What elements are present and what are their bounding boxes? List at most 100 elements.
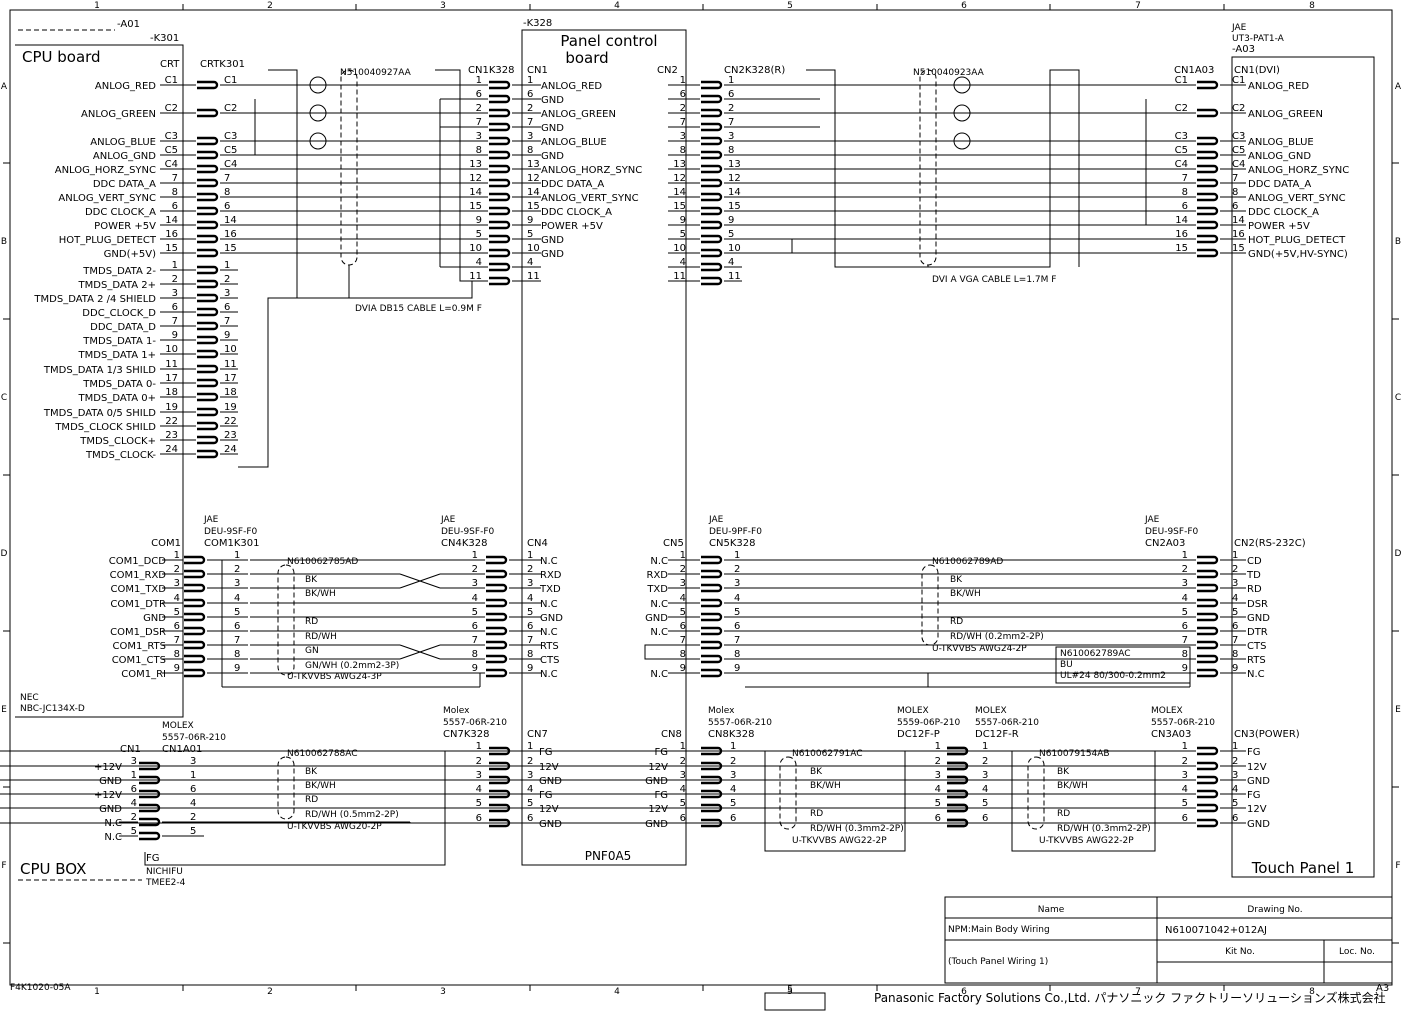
signal-name: CTS [1247,641,1266,652]
pin-number: 7 [527,117,533,128]
signal-name: DDC CLOCK_A [85,207,156,218]
plug [701,598,723,608]
pin-number: 11 [165,359,178,370]
pin-number: 6 [224,302,230,313]
fg-wire [1011,751,1156,852]
pin-number: 4 [190,798,196,809]
maker: JAE [1231,23,1247,33]
bus [806,69,1080,268]
column-label: 7 [1135,1,1141,11]
pin-number: 10 [469,243,482,254]
pin-number: 22 [224,416,237,427]
pin-number: 4 [1232,784,1238,795]
signal-name: DDC DATA_A [1248,179,1311,190]
pin-number: 6 [172,201,178,212]
pin-number: 13 [527,159,540,170]
pin-number: 5 [234,607,240,618]
board-title: Panel control [560,32,657,50]
plug [197,421,219,431]
pin-number: 4 [131,798,137,809]
signal-name: FG [1247,747,1261,758]
header: Loc. No. [1339,947,1375,957]
signal-name: GND [1247,819,1270,830]
wire-color: BU [1060,660,1073,670]
plug [197,192,219,202]
shield [277,756,295,820]
connector-header: CRTK301 [200,59,245,70]
pin-number: 5 [982,798,988,809]
connector-header: CN4 [527,538,548,549]
plug [701,220,723,230]
plug [197,364,219,374]
pin-number: 1 [1232,741,1238,752]
plug [1197,654,1219,664]
signal-name: ANLOG_GND [93,151,156,162]
plug [701,612,723,622]
model: 5557-06R-210 [708,718,772,728]
signal-name: N.C [650,599,668,610]
plug [1197,668,1219,678]
pin-number: C3 [224,131,237,142]
pin-number: 6 [472,621,478,632]
pin-number: 10 [224,344,237,355]
pin-number: 1 [476,741,482,752]
drawing-number: N610071042+012AJ [1165,925,1267,936]
pin-number: 6 [1232,201,1238,212]
pin-number: 3 [224,288,230,299]
lug: TMEE2-4 [145,878,186,888]
pin-number: 2 [527,564,533,575]
pin-number: 15 [1175,243,1188,254]
pin-number: 3 [472,578,478,589]
pin-number: C4 [1232,159,1245,170]
bus [435,69,472,282]
wire-color: RD [950,617,963,627]
pin-number: 2 [224,274,230,285]
connector-header: CN1(DVI) [1234,65,1280,76]
pin-number: 24 [165,444,178,455]
signal-name: FG [539,790,553,801]
signal-name: COM1_DCD [109,556,167,567]
maker: MOLEX [897,706,929,716]
pin-number: 4 [734,593,740,604]
signal-name: ANLOG_HORZ_SYNC [1248,165,1349,176]
pin-number: 10 [673,243,686,254]
pin-number: 6 [935,813,941,824]
pin-number: 5 [476,798,482,809]
pin-number: 19 [165,402,178,413]
pin-number: 5 [190,826,196,837]
plug [197,321,219,331]
pin-number: 3 [728,131,734,142]
plug [947,746,969,756]
jumper [644,644,686,660]
pin-number: 14 [728,187,741,198]
column-label: 1 [94,987,100,997]
wire-color: BK [305,575,318,585]
signal-name: N.C [540,556,558,567]
pin-number: C3 [1175,131,1188,142]
pin-number: 6 [1182,201,1188,212]
pin-number: 1 [131,770,137,781]
cable-part: N510040927AA [340,68,412,78]
pin-number: 4 [1182,784,1188,795]
pin-number: 4 [680,784,686,795]
signal-name: DDC DATA_A [541,179,604,190]
pin-number: 14 [224,215,237,226]
pin-number: 4 [476,257,482,268]
signal-name: RTS [540,641,559,652]
pin-number: 1 [527,741,533,752]
plug [197,407,219,417]
signal-name: RXD [647,570,669,581]
pin-number: 2 [174,564,180,575]
plug [184,626,206,636]
plug [197,108,219,118]
pin-number: 5 [527,607,533,618]
signal-name: ANLOG_GND [1248,151,1311,162]
pin-number: 3 [680,770,686,781]
plug [489,206,511,216]
connector-header: CN3A03 [1151,729,1191,740]
pin-number: 3 [527,578,533,589]
pin-number: 3 [476,131,482,142]
pin-number: 4 [730,784,736,795]
plug [1197,136,1219,146]
wire-color: RD/WH [305,632,337,642]
